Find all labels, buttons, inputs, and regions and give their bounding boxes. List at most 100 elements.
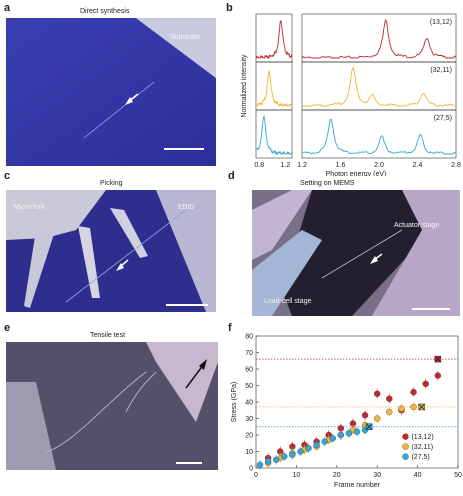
- x-tick-label: 2.4: [413, 162, 423, 169]
- data-point: [281, 453, 288, 460]
- data-point: [410, 403, 417, 411]
- spectrum-line: [302, 65, 456, 107]
- spectrum-line: [255, 19, 293, 60]
- data-point: [337, 431, 345, 439]
- panel-d-image: [252, 190, 460, 316]
- data-point: [345, 430, 353, 437]
- data-point: [386, 408, 393, 416]
- y-tick-label: 20: [245, 433, 253, 440]
- x-tick-label: 1.2: [297, 162, 307, 169]
- x-tick-label: 1.6: [336, 162, 346, 169]
- fracture-cross-icon: [434, 355, 442, 363]
- load-cell-stage-label: Load-cell stage: [264, 298, 312, 305]
- micro-fork-label: Micro fork: [14, 204, 45, 211]
- panel-e-title: Tensile test: [90, 332, 126, 339]
- y-tick-label: 10: [245, 449, 253, 456]
- x-axis-label: Frame number: [334, 482, 381, 489]
- data-point: [361, 411, 369, 419]
- data-point: [373, 415, 381, 422]
- legend-label: (13,12): [411, 434, 433, 441]
- fracture-cross-icon: [365, 423, 373, 431]
- y-tick-label: 80: [245, 334, 253, 341]
- x-tick-label: 30: [373, 472, 381, 479]
- spectrum-right-frame: [301, 109, 457, 159]
- x-tick-label: 0.8: [254, 162, 264, 169]
- scale-bar: [166, 304, 208, 306]
- x-tick-label: 20: [333, 472, 341, 479]
- panel-a-micrograph: Substrate: [6, 18, 216, 166]
- data-point: [410, 388, 417, 396]
- substrate-label: Substrate: [170, 34, 200, 41]
- y-tick-label: 40: [245, 400, 253, 407]
- stress-chart: 0 10 20 30 40 50 60 70 80 0 10 20 30 40 50 Frame number…: [231, 334, 462, 490]
- scale-bar: [412, 308, 450, 310]
- panel-letter-d: d: [228, 170, 235, 182]
- spectra-chart: (13,12) (32,11) (27,5) 0.8 1.2 1.2 1.6 2.0 2.4 2.…: [241, 13, 461, 176]
- panel-letter-e: e: [4, 322, 11, 334]
- y-tick-label: 70: [245, 350, 253, 357]
- legend-marker: [402, 443, 409, 450]
- data-point: [329, 435, 336, 442]
- x-tick-label: 1.2: [281, 162, 291, 169]
- data-point: [297, 448, 304, 455]
- data-point: [273, 456, 280, 463]
- data-point: [305, 444, 312, 452]
- legend-marker: [402, 433, 409, 440]
- x-tick-label: 0: [254, 472, 258, 479]
- panel-e-image: [6, 342, 218, 470]
- series-label: (27,5): [434, 115, 452, 122]
- data-point: [398, 405, 405, 412]
- spectrum-line: [255, 69, 293, 107]
- series-label: (32,11): [430, 67, 452, 74]
- panel-letter-c: c: [4, 170, 11, 182]
- arrow-icon: [370, 256, 378, 264]
- panel-c-micrograph: Micro fork EBID: [6, 190, 216, 312]
- data-point: [256, 461, 264, 468]
- ebid-label: EBID: [178, 204, 195, 211]
- panel-a-title: Direct synthesis: [80, 8, 130, 15]
- data-point: [434, 372, 442, 379]
- y-tick-label: 0: [249, 466, 253, 473]
- panel-d-title: Setting on MEMS: [300, 180, 355, 187]
- panel-c-image: [6, 190, 216, 312]
- data-point: [422, 380, 429, 388]
- spectrum-line: [301, 118, 457, 155]
- x-tick-label: 2.8: [451, 162, 461, 169]
- data-point: [313, 441, 320, 449]
- legend-label: (27,5): [411, 454, 429, 461]
- y-tick-label: 30: [245, 416, 253, 423]
- data-point: [373, 390, 381, 397]
- panel-d-micrograph: Actuator stage Load-cell stage: [252, 190, 460, 316]
- scale-bar: [164, 148, 204, 150]
- data-point: [264, 458, 272, 465]
- legend-label: (32,11): [411, 444, 433, 451]
- direction-arrow-icon: [185, 363, 205, 389]
- data-point: [289, 451, 296, 459]
- panel-letter-b: b: [226, 2, 233, 14]
- panel-a-image: [6, 18, 216, 166]
- actuator-stage-label: Actuator stage: [394, 222, 440, 229]
- x-tick-label: 10: [293, 472, 301, 479]
- x-tick-label: 2.0: [374, 162, 384, 169]
- legend-marker: [402, 453, 409, 460]
- panel-e-micrograph: [6, 342, 218, 470]
- scale-bar: [176, 462, 202, 464]
- y-tick-label: 50: [245, 383, 253, 390]
- series-label: (13,12): [430, 19, 452, 26]
- panel-letter-f: f: [228, 322, 232, 334]
- y-tick-label: 60: [245, 367, 253, 374]
- data-point: [321, 438, 328, 445]
- spectrum-line: [255, 115, 293, 155]
- spectrum-line: [301, 19, 457, 59]
- x-tick-label: 50: [454, 472, 462, 479]
- panel-letter-a: a: [4, 2, 11, 14]
- x-tick-label: 40: [414, 472, 422, 479]
- x-axis-label: Photon energy (eV): [326, 171, 387, 176]
- data-point: [353, 428, 361, 435]
- y-axis-label: Normalized intensity: [241, 54, 248, 118]
- y-axis-label: Stress (GPa): [231, 382, 238, 422]
- arrow-icon: [116, 263, 124, 271]
- fracture-cross-icon: [418, 403, 425, 411]
- panel-c-title: Picking: [100, 180, 123, 187]
- data-point: [386, 395, 393, 402]
